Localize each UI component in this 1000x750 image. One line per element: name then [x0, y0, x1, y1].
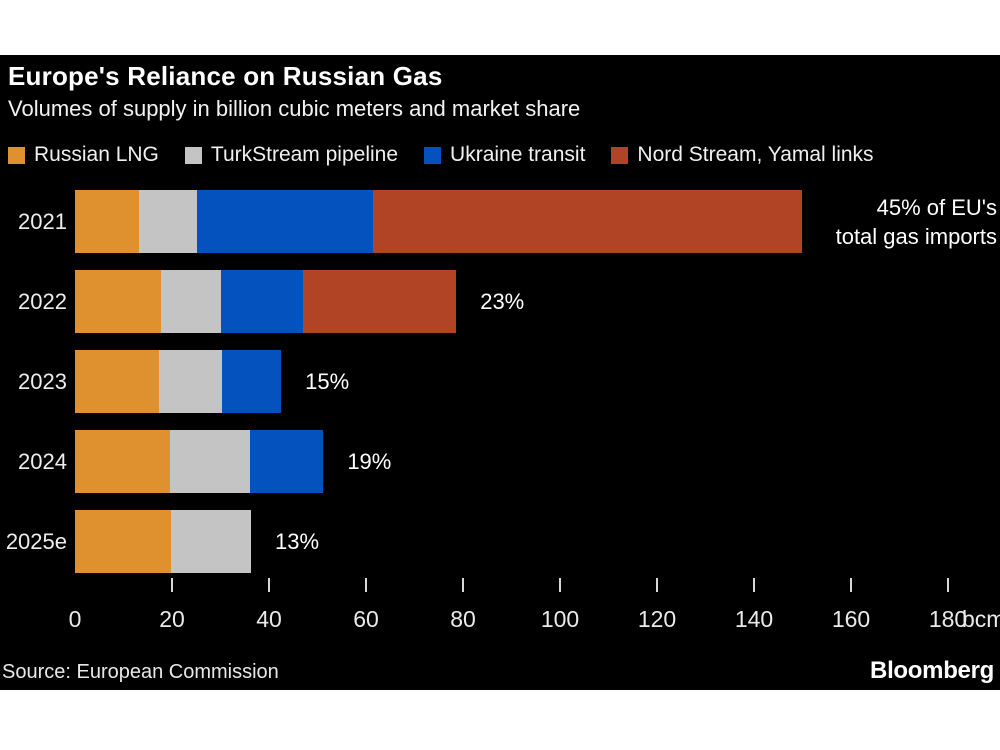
chart-row-2025e: 2025e 13%: [0, 510, 1000, 573]
chart-title: Europe's Reliance on Russian Gas: [8, 61, 443, 91]
axis-tick-label: 100: [540, 606, 580, 632]
category-label: 2022: [18, 289, 67, 314]
bar-segment-russian-lng: [75, 430, 171, 493]
category-label: 2023: [18, 369, 67, 394]
bar-segment-nord-stream-yamal-links: [373, 190, 803, 253]
axis-tick-label: 0: [68, 606, 82, 632]
axis-tick-label: 80: [450, 606, 476, 632]
bar-segment-russian-lng: [75, 270, 161, 333]
axis-tick-label: 140: [734, 606, 774, 632]
source-note: Source: European Commission: [2, 661, 279, 683]
axis-tick-label: 160: [831, 606, 871, 632]
bar-segment-nord-stream-yamal-links: [302, 270, 457, 333]
axis-tick-label: 40: [256, 606, 282, 632]
bar-segment-turkstream-pipeline: [158, 350, 222, 413]
bar-segment-ukraine-transit: [220, 270, 303, 333]
chart-row-2023: 2023 15%: [0, 350, 1000, 413]
bar-chart-plot-area: 2021 45% of EU's total gas imports 2022 23% 2…: [0, 190, 1000, 590]
bar-segment-ukraine-transit: [221, 350, 282, 413]
chart-subtitle: Volumes of supply in billion cubic meter…: [8, 96, 581, 121]
legend-swatch-icon: [8, 146, 25, 164]
legend-item-turkstream-pipeline: TurkStream pipeline: [184, 143, 399, 167]
chart-row-2021: 2021 45% of EU's total gas imports: [0, 190, 1000, 253]
category-label: 2025e: [5, 529, 67, 554]
legend-swatch-icon: [184, 146, 202, 164]
bloomberg-logo: Bloomberg: [870, 657, 994, 684]
bar-segment-turkstream-pipeline: [160, 270, 221, 333]
category-label: 2024: [18, 449, 67, 474]
legend-item-nord-stream-yamal-links: Nord Stream, Yamal links: [611, 143, 874, 167]
legend: Russian LNG TurkStream pipeline Ukraine tr…: [8, 143, 874, 167]
bar-value-label: 13%: [275, 529, 320, 554]
legend-swatch-icon: [611, 146, 629, 164]
axis-tick-label: 60: [353, 606, 379, 632]
stacked-bar: [75, 510, 252, 573]
chart-row-2022: 2022 23%: [0, 270, 1000, 333]
bar-segment-russian-lng: [75, 510, 172, 573]
legend-item-russian-lng: Russian LNG: [8, 143, 159, 167]
bar-segment-ukraine-transit: [197, 190, 374, 253]
category-label: 2021: [18, 209, 67, 234]
legend-label: TurkStream pipeline: [210, 143, 399, 166]
legend-item-ukraine-transit: Ukraine transit: [424, 143, 585, 167]
legend-swatch-icon: [424, 146, 442, 164]
stacked-bar: [75, 350, 282, 413]
stacked-bar: [75, 270, 457, 333]
bar-value-label: 19%: [347, 449, 392, 474]
stacked-bar: [75, 430, 324, 493]
bar-value-label: 15%: [305, 369, 350, 394]
legend-label: Nord Stream, Yamal links: [637, 143, 874, 166]
axis-tick-label: 20: [159, 606, 185, 632]
bar-annotation: 45% of EU's total gas imports: [835, 195, 997, 249]
bar-segment-turkstream-pipeline: [170, 430, 251, 493]
axis-tick-label: 180: [928, 606, 968, 632]
axis-unit-label: bcm: [962, 606, 1000, 632]
legend-label: Ukraine transit: [450, 143, 586, 166]
axis-tick-label: 120: [637, 606, 677, 632]
stacked-bar: [75, 190, 803, 253]
bar-segment-turkstream-pipeline: [139, 190, 198, 253]
bar-value-label: 23%: [480, 289, 525, 314]
bar-segment-russian-lng: [75, 190, 140, 253]
bar-segment-turkstream-pipeline: [171, 510, 252, 573]
chart-canvas: Europe's Reliance on Russian Gas Volumes…: [0, 55, 1000, 690]
legend-label: Russian LNG: [34, 143, 159, 166]
chart-row-2024: 2024 19%: [0, 430, 1000, 493]
bar-segment-ukraine-transit: [250, 430, 324, 493]
bar-segment-russian-lng: [75, 350, 159, 413]
